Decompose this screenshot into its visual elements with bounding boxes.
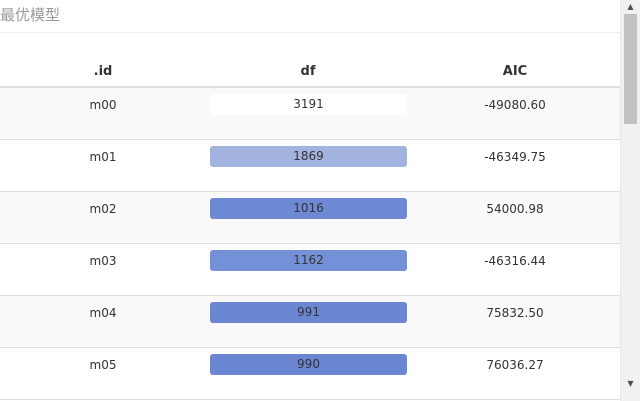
df-bar-fill <box>210 302 407 323</box>
table-row[interactable]: m05 990 76036.27 <box>0 348 620 400</box>
df-bar: 990 <box>210 354 407 375</box>
cell-aic: 76036.27 <box>486 358 544 372</box>
cell-id: m01 <box>89 150 117 164</box>
cell-df: 3191 <box>293 97 324 111</box>
cell-aic: 54000.98 <box>486 202 544 216</box>
df-bar: 1869 <box>210 146 407 167</box>
cell-id: m05 <box>89 358 117 372</box>
cell-id: m00 <box>89 98 117 112</box>
cell-df: 1162 <box>293 253 324 267</box>
table-row[interactable]: m01 1869 -46349.75 <box>0 140 620 192</box>
cell-aic: -49080.60 <box>484 98 546 112</box>
table-row[interactable]: m00 3191 -49080.60 <box>0 88 620 140</box>
cell-aic: 75832.50 <box>486 306 544 320</box>
table-caption: 最优模型 <box>0 0 620 33</box>
table-header: .id df AIC <box>0 52 620 88</box>
scroll-up-icon[interactable]: ▲ <box>627 2 634 11</box>
cell-aic: -46316.44 <box>484 254 546 268</box>
vertical-scrollbar[interactable]: ▲ ▼ <box>620 0 640 401</box>
scroll-thumb[interactable] <box>624 14 637 124</box>
df-bar-fill <box>210 250 407 271</box>
df-bar-fill <box>210 198 407 219</box>
df-bar-fill <box>210 94 407 115</box>
column-header-df[interactable]: df <box>300 64 316 79</box>
df-bar-fill <box>210 146 407 167</box>
column-header-id[interactable]: .id <box>93 64 113 79</box>
cell-id: m02 <box>89 202 117 216</box>
cell-aic: -46349.75 <box>484 150 546 164</box>
df-bar: 1016 <box>210 198 407 219</box>
models-table: .id df AIC m00 3191 -49080.60 m01 1869 -… <box>0 52 620 400</box>
df-bar-fill <box>210 354 407 375</box>
table-row[interactable]: m02 1016 54000.98 <box>0 192 620 244</box>
df-bar: 991 <box>210 302 407 323</box>
column-header-aic[interactable]: AIC <box>502 64 528 79</box>
cell-df: 1016 <box>293 201 324 215</box>
cell-id: m04 <box>89 306 117 320</box>
table-row[interactable]: m03 1162 -46316.44 <box>0 244 620 296</box>
table-row[interactable]: m04 991 75832.50 <box>0 296 620 348</box>
scroll-down-icon[interactable]: ▼ <box>627 379 634 388</box>
cell-id: m03 <box>89 254 117 268</box>
df-bar: 1162 <box>210 250 407 271</box>
cell-df: 990 <box>297 357 320 371</box>
cell-df: 991 <box>297 305 320 319</box>
df-bar: 3191 <box>210 94 407 115</box>
cell-df: 1869 <box>293 149 324 163</box>
